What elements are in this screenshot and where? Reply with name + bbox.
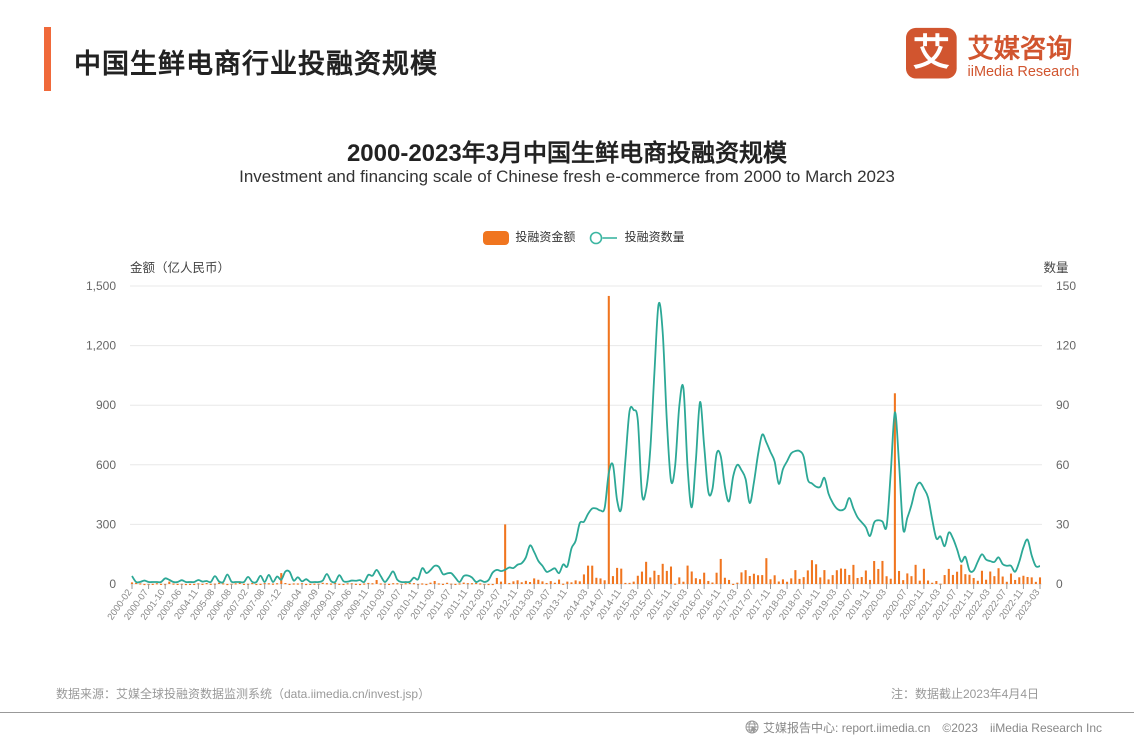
svg-text:600: 600 xyxy=(96,458,116,472)
svg-text:0: 0 xyxy=(1056,577,1063,591)
svg-text:1,200: 1,200 xyxy=(86,339,116,353)
svg-text:金额（亿人民币）: 金额（亿人民币） xyxy=(130,260,230,275)
svg-text:120: 120 xyxy=(1056,339,1076,353)
svg-text:60: 60 xyxy=(1056,458,1070,472)
svg-text:30: 30 xyxy=(1056,517,1070,531)
svg-text:数量: 数量 xyxy=(1043,260,1068,275)
svg-text:150: 150 xyxy=(1056,279,1076,293)
svg-text:300: 300 xyxy=(96,517,116,531)
svg-text:900: 900 xyxy=(96,398,116,412)
svg-text:90: 90 xyxy=(1056,398,1070,412)
svg-text:0: 0 xyxy=(109,577,116,591)
svg-text:1,500: 1,500 xyxy=(86,279,116,293)
